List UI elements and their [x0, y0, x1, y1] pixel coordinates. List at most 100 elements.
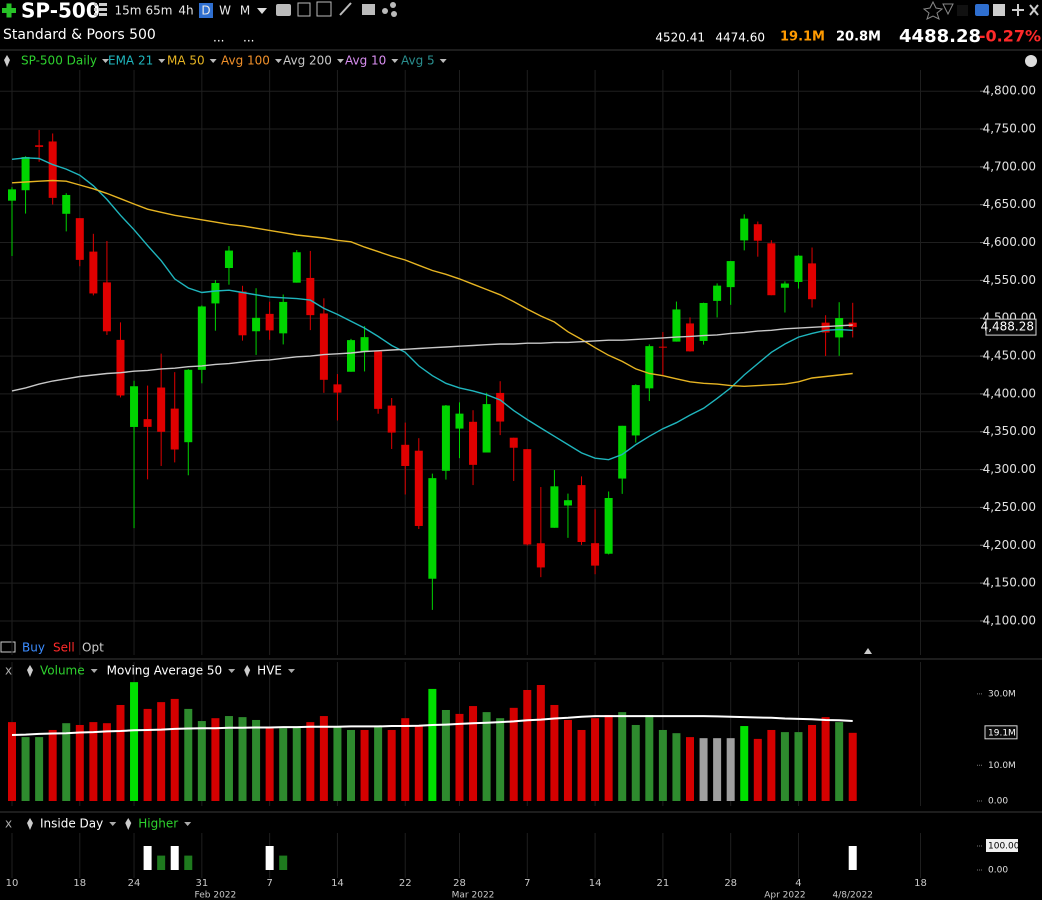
interval-button[interactable]: W [219, 4, 231, 18]
x-sublabel: Mar 2022 [452, 891, 495, 900]
legend-item[interactable]: Moving Average 50 [107, 664, 223, 678]
y-tick-label: 4,800.00 [983, 84, 1036, 98]
x-tick-label: 7 [524, 878, 530, 889]
legend-item[interactable]: Avg 10 [345, 54, 386, 68]
legend-item[interactable]: Avg 100 [221, 54, 270, 68]
bar [170, 846, 179, 870]
close-icon[interactable] [1029, 4, 1039, 16]
y-tick-label: 4,450.00 [983, 349, 1036, 363]
tool-icon[interactable] [316, 1, 332, 17]
sell-button[interactable]: Sell [53, 641, 75, 655]
candle-body [265, 313, 274, 331]
candle-body [550, 486, 559, 528]
rt-icon[interactable] [957, 5, 968, 16]
dropdown-arrow[interactable] [158, 59, 166, 63]
dropdown-arrow[interactable] [209, 59, 217, 63]
legend-item[interactable]: Avg 5 [401, 54, 435, 68]
bar [618, 712, 627, 801]
volume: 19.1M [780, 30, 825, 45]
sort-icon[interactable] [244, 665, 251, 677]
tool-icon[interactable] [390, 2, 396, 8]
y-tick-label: 4,300.00 [983, 462, 1036, 476]
bar [577, 729, 586, 801]
candle-body [428, 478, 437, 579]
dropdown-arrow[interactable] [288, 669, 295, 673]
bar [441, 709, 450, 801]
close-panel[interactable]: x [5, 664, 12, 678]
legend-item[interactable]: Higher [138, 817, 178, 831]
dropdown-arrow[interactable] [257, 8, 267, 14]
toolbar: SP-500 [2, 0, 1039, 23]
favorite-icon[interactable] [922, 0, 944, 20]
buy-button[interactable]: Buy [22, 641, 45, 655]
interval-button[interactable]: 4h [178, 4, 193, 18]
sort-icon[interactable] [125, 818, 132, 830]
dropdown-arrow[interactable] [90, 669, 98, 673]
save-icon[interactable] [993, 4, 1005, 16]
interval-button[interactable]: 15m [115, 4, 142, 18]
moving-average-line [11, 715, 853, 736]
last-price: 4488.28 [899, 26, 981, 47]
legend-item[interactable]: SP-500 Daily [21, 54, 97, 68]
bar [130, 682, 139, 801]
sort-icon[interactable] [27, 818, 33, 830]
study-line [11, 324, 853, 392]
interval-button[interactable]: M [240, 4, 250, 18]
sort-icon[interactable] [4, 55, 10, 67]
bar [333, 727, 342, 801]
tool-icon[interactable] [391, 11, 397, 17]
study-line [11, 179, 853, 388]
palette-icon[interactable] [1025, 55, 1037, 67]
legend-item[interactable]: Avg 200 [283, 54, 332, 68]
bar [75, 724, 84, 801]
dropdown-arrow[interactable] [184, 822, 192, 826]
s-icon[interactable] [975, 4, 989, 16]
dropdown-arrow[interactable] [228, 669, 236, 673]
candle-body [482, 404, 491, 453]
legend-item[interactable]: MA 50 [167, 54, 205, 68]
bar [713, 738, 722, 801]
tool-icon[interactable] [297, 2, 311, 17]
legend-item[interactable]: HVE [257, 664, 282, 678]
quote-field: ... [243, 31, 254, 45]
y-tick-label: 4,100.00 [983, 613, 1036, 627]
tool-icon[interactable] [276, 4, 291, 16]
tool-icon[interactable] [362, 4, 375, 15]
sort-icon[interactable] [27, 665, 33, 677]
alert-icon[interactable] [942, 3, 954, 16]
list-icon[interactable] [94, 3, 107, 16]
bar [116, 704, 125, 801]
x-tick-label: 28 [724, 878, 737, 889]
candle-body [469, 421, 478, 465]
y-tick-label: 4,750.00 [983, 122, 1036, 136]
legend-item[interactable]: EMA 21 [108, 54, 153, 68]
collapse-arrow[interactable] [864, 648, 872, 654]
bar [252, 719, 261, 801]
candle-body [658, 346, 667, 348]
legend-item[interactable]: Volume [40, 664, 85, 678]
option-button[interactable]: Opt [82, 641, 104, 655]
candle-body [672, 309, 681, 342]
interval-active [199, 3, 213, 18]
draw-icon[interactable] [339, 2, 352, 16]
interval-button[interactable]: 65m [146, 4, 173, 18]
order-icon[interactable] [0, 641, 16, 653]
symbol[interactable]: SP-500 [21, 0, 100, 23]
legend-item[interactable]: Inside Day [40, 817, 103, 831]
dropdown-arrow[interactable] [336, 59, 344, 63]
x-tick-label: 18 [914, 878, 927, 889]
dropdown-arrow[interactable] [109, 822, 117, 826]
symbol-name: Standard & Poors 500 [3, 27, 156, 43]
candle-body [767, 243, 776, 296]
tool-icon[interactable] [382, 8, 388, 14]
dropdown-arrow[interactable] [102, 59, 110, 63]
dropdown-arrow[interactable] [274, 59, 282, 63]
bar [143, 846, 152, 870]
bar [469, 706, 478, 801]
dropdown-arrow[interactable] [391, 59, 399, 63]
interval-button[interactable]: D [201, 4, 210, 18]
close-panel[interactable]: x [5, 817, 12, 831]
dropdown-arrow[interactable] [439, 59, 447, 63]
add-icon[interactable] [6, 3, 12, 18]
